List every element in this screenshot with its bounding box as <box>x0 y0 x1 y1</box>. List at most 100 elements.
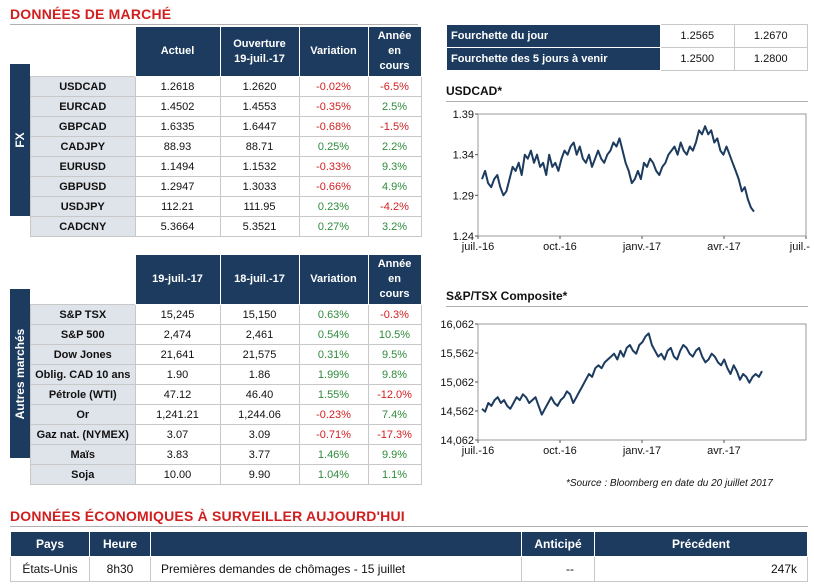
fx-row-label: CADCNY <box>30 216 136 237</box>
other-c2: 1.86 <box>219 364 300 385</box>
fx-row: CADCNY 5.3664 5.3521 0.27% 3.2% <box>30 216 422 237</box>
other-c2: 3.09 <box>219 424 300 445</box>
eco-pays: États-Unis <box>10 556 90 582</box>
eco-anticipe: -- <box>521 556 595 582</box>
fx-annee: 2.2% <box>367 136 422 157</box>
other-row-label: Pétrole (WTI) <box>30 384 136 405</box>
fx-ouverture: 1.3033 <box>219 176 300 197</box>
other-row: S&P TSX 15,245 15,150 0.63% -0.3% <box>30 304 422 325</box>
eco-header-anticipe: Anticipé <box>521 531 595 557</box>
y-tick-label: 16,062 <box>440 319 474 331</box>
other-variation: 1.55% <box>298 384 369 405</box>
fx-band-label: FX <box>13 132 27 148</box>
range-high: 1.2670 <box>733 24 808 48</box>
other-variation: 1.04% <box>298 464 369 485</box>
fx-actuel: 1.6335 <box>134 116 221 137</box>
fx-row: GBPUSD 1.2947 1.3033 -0.66% 4.9% <box>30 176 422 197</box>
fx-table: Actuel Ouverture 19-juil.-17 Variation A… <box>30 26 422 237</box>
range-row: Fourchette des 5 jours à venir 1.2500 1.… <box>446 47 808 71</box>
fx-variation: 0.27% <box>298 216 369 237</box>
other-annee: 10.5% <box>367 324 422 345</box>
fx-row: GBPCAD 1.6335 1.6447 -0.68% -1.5% <box>30 116 422 137</box>
fx-row: USDJPY 112.21 111.95 0.23% -4.2% <box>30 196 422 217</box>
other-row-label: Oblig. CAD 10 ans <box>30 364 136 385</box>
fx-annee: -1.5% <box>367 116 422 137</box>
other-band-label: Autres marchés <box>13 328 27 419</box>
other-c2: 2,461 <box>219 324 300 345</box>
y-tick-label: 1.34 <box>453 150 474 162</box>
x-tick-label: juil.-17 <box>789 241 810 253</box>
other-variation: 0.63% <box>298 304 369 325</box>
other-row-label: S&P 500 <box>30 324 136 345</box>
x-tick-label: juil.-16 <box>461 241 494 253</box>
other-c2: 9.90 <box>219 464 300 485</box>
fx-ouverture: 1.4553 <box>219 96 300 117</box>
fx-actuel: 88.93 <box>134 136 221 157</box>
other-annee: 1.1% <box>367 464 422 485</box>
eco-precedent: 247k <box>594 556 808 582</box>
eco-event: Premières demandes de chômages - 15 juil… <box>150 556 522 582</box>
other-header-c2: 18-juil.-17 <box>219 254 300 305</box>
tsx-chart-title: S&P/TSX Composite* <box>446 289 568 303</box>
y-tick-label: 1.39 <box>453 109 474 121</box>
fx-variation: -0.33% <box>298 156 369 177</box>
other-variation: 0.54% <box>298 324 369 345</box>
eco-header-row: Pays Heure Anticipé Précédent <box>10 531 808 557</box>
eco-header-precedent: Précédent <box>594 531 808 557</box>
other-c1: 3.83 <box>134 444 221 465</box>
other-row: S&P 500 2,474 2,461 0.54% 10.5% <box>30 324 422 345</box>
fx-header-ouverture: Ouverture 19-juil.-17 <box>219 26 300 77</box>
eco-heure: 8h30 <box>89 556 151 582</box>
other-header-c1: 19-juil.-17 <box>134 254 221 305</box>
other-row-label: Soja <box>30 464 136 485</box>
other-c2: 1,244.06 <box>219 404 300 425</box>
fx-corner <box>30 26 135 77</box>
other-variation: 1.99% <box>298 364 369 385</box>
fx-actuel: 1.2618 <box>134 76 221 97</box>
fx-ouverture: 1.1532 <box>219 156 300 177</box>
usdcad-chart-title: USDCAD* <box>446 84 503 98</box>
fx-header-variation: Variation <box>298 26 369 77</box>
other-header-variation: Variation <box>298 254 369 305</box>
fx-row-label: GBPUSD <box>30 176 136 197</box>
fx-row: EURUSD 1.1494 1.1532 -0.33% 9.3% <box>30 156 422 177</box>
x-tick-label: juil.-16 <box>461 445 494 457</box>
other-band: Autres marchés <box>10 289 30 458</box>
other-row: Gaz nat. (NYMEX) 3.07 3.09 -0.71% -17.3% <box>30 424 422 445</box>
fx-variation: 0.25% <box>298 136 369 157</box>
y-tick-label: 15,562 <box>440 348 474 360</box>
other-annee: 9.5% <box>367 344 422 365</box>
x-tick-label: janv.-17 <box>622 241 661 253</box>
other-annee: -0.3% <box>367 304 422 325</box>
other-variation: -0.71% <box>298 424 369 445</box>
fx-row-label: GBPCAD <box>30 116 136 137</box>
range-table: Fourchette du jour 1.2565 1.2670 Fourche… <box>446 24 808 71</box>
fx-annee: 4.9% <box>367 176 422 197</box>
eco-row: États-Unis 8h30 Premières demandes de ch… <box>10 556 808 582</box>
other-header-annee: Année en cours <box>367 254 422 305</box>
x-tick-label: oct.-16 <box>543 241 577 253</box>
other-c1: 47.12 <box>134 384 221 405</box>
y-tick-label: 1.24 <box>453 231 474 243</box>
range-low: 1.2500 <box>660 47 735 71</box>
market-title: DONNÉES DE MARCHÉ <box>10 6 172 22</box>
fx-annee: 3.2% <box>367 216 422 237</box>
eco-header-event <box>150 531 522 557</box>
other-row-label: Dow Jones <box>30 344 136 365</box>
fx-actuel: 5.3664 <box>134 216 221 237</box>
fx-actuel: 112.21 <box>134 196 221 217</box>
fx-variation: 0.23% <box>298 196 369 217</box>
other-variation: 0.31% <box>298 344 369 365</box>
usdcad-rule <box>446 101 808 102</box>
eco-table: Pays Heure Anticipé Précédent États-Unis… <box>10 531 808 582</box>
other-row: Maïs 3.83 3.77 1.46% 9.9% <box>30 444 422 465</box>
other-row: Dow Jones 21,641 21,575 0.31% 9.5% <box>30 344 422 365</box>
other-annee: 9.8% <box>367 364 422 385</box>
x-tick-label: oct.-16 <box>543 445 577 457</box>
other-variation: -0.23% <box>298 404 369 425</box>
y-tick-label: 14,562 <box>440 406 474 418</box>
fx-row-label: EURCAD <box>30 96 136 117</box>
eco-rule <box>10 526 808 527</box>
fx-row: USDCAD 1.2618 1.2620 -0.02% -6.5% <box>30 76 422 97</box>
other-c2: 3.77 <box>219 444 300 465</box>
